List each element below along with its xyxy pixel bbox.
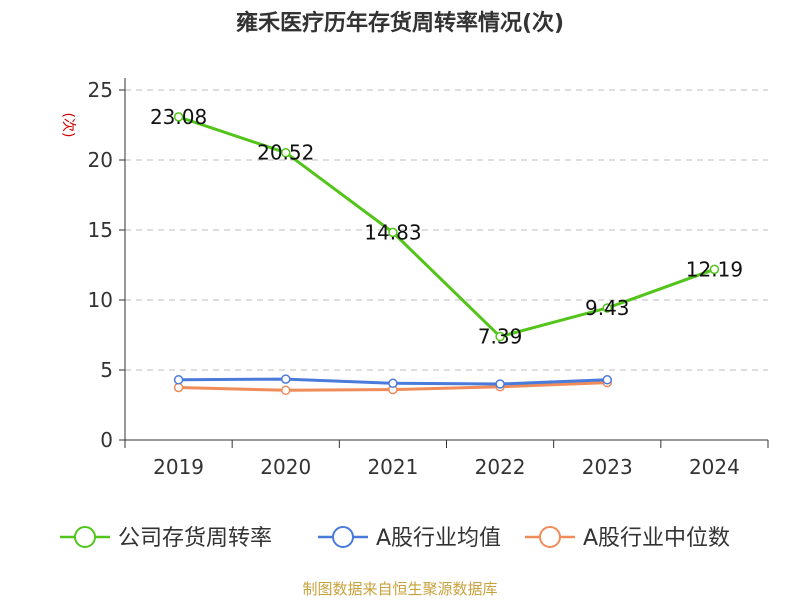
data-point: [388, 378, 398, 389]
x-tick-label: 2020: [260, 455, 311, 479]
legend-label: 公司存货周转率: [118, 526, 272, 551]
data-label: 20.52: [257, 141, 314, 165]
data-point: [602, 375, 612, 385]
y-tick-label: 0: [100, 428, 113, 452]
series-line: [177, 115, 716, 339]
legend-item: A股行业中位数: [525, 526, 730, 551]
data-point: [495, 379, 505, 389]
x-tick-label: 2023: [582, 455, 633, 479]
legend-marker: [74, 526, 96, 548]
y-axis-label: (次): [60, 113, 76, 138]
x-tick-label: 2021: [367, 455, 418, 479]
y-tick-label: 15: [88, 218, 113, 242]
series-industry-average: [173, 374, 612, 389]
data-point: [495, 331, 505, 342]
data-source-note: 制图数据来自恒生聚源数据库: [302, 580, 498, 598]
series-layer: [173, 112, 720, 396]
data-label: 14.83: [364, 220, 421, 244]
data-point: [709, 264, 720, 275]
data-point: [281, 374, 291, 384]
grid-layer: [125, 89, 768, 371]
x-tick-label: 2024: [689, 455, 740, 479]
data-point: [281, 147, 291, 158]
legend-item: 公司存货周转率: [60, 526, 272, 551]
legend-label: A股行业均值: [376, 526, 501, 551]
data-point: [173, 375, 184, 385]
chart-title: 雍禾医疗历年存货周转率情况(次): [236, 10, 564, 36]
data-point: [281, 385, 291, 396]
series-company: [173, 112, 720, 342]
data-label-layer: 23.08 20.52 14.83 7.39 9.43 12.19: [150, 105, 743, 349]
axis-layer: 0 5 10 15 20 25 2019 2020 2021 2022 2023 2024: [88, 78, 769, 479]
data-label: 23.08: [150, 105, 207, 129]
data-point: [388, 227, 398, 238]
legend-label: A股行业中位数: [583, 526, 730, 551]
data-label: 9.43: [585, 296, 630, 320]
y-tick-label: 25: [88, 78, 113, 102]
data-label: 7.39: [478, 325, 523, 349]
y-tick-label: 5: [100, 358, 113, 382]
data-point: [173, 112, 184, 122]
data-point: [173, 382, 184, 393]
x-tick-label: 2019: [153, 455, 204, 479]
y-tick-label: 20: [88, 148, 113, 172]
legend-marker: [332, 526, 354, 548]
data-label: 12.19: [686, 257, 743, 281]
y-tick-label: 10: [88, 288, 113, 312]
legend-item: A股行业均值: [318, 526, 501, 551]
x-tick-label: 2022: [475, 455, 526, 479]
legend: 公司存货周转率 A股行业均值 A股行业中位数: [60, 526, 730, 551]
data-point: [602, 303, 612, 313]
legend-marker: [539, 526, 561, 548]
